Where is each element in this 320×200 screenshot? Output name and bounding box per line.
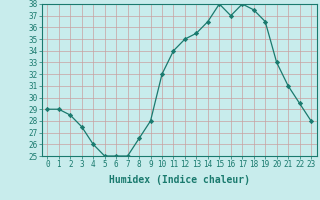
X-axis label: Humidex (Indice chaleur): Humidex (Indice chaleur) <box>109 175 250 185</box>
